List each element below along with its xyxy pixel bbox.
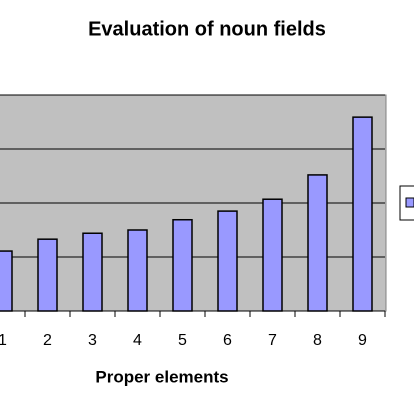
x-tick-label: 6 [223,332,232,349]
bar [307,174,328,312]
bar [0,250,13,312]
bar [127,229,148,312]
bar [82,232,103,312]
x-axis-title: Proper elements [95,367,228,386]
bar [352,116,373,312]
bar [262,198,283,312]
x-tick-label: 3 [88,332,97,349]
bar [172,218,193,312]
x-tick-label: 5 [178,332,187,349]
bar [217,210,238,312]
x-tick-label: 7 [268,332,277,349]
x-tick-label: 4 [133,332,142,349]
x-tick-label: 1 [0,332,7,349]
x-tick-label: 8 [313,332,322,349]
chart-title: Evaluation of noun fields [88,18,326,40]
legend-swatch [405,197,414,208]
x-tick-label: 2 [43,332,52,349]
bar [37,238,58,312]
x-tick-label: 9 [358,332,367,349]
